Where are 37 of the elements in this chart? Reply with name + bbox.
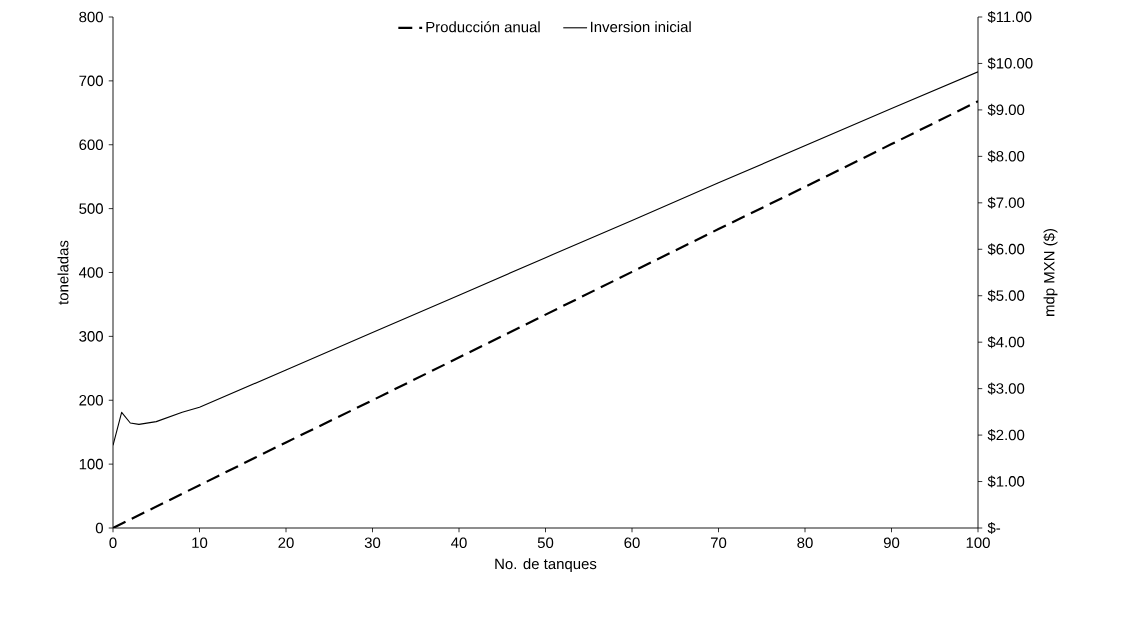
y-tick-label: 700 bbox=[79, 75, 103, 87]
y2-tick-label: $5.00 bbox=[987, 289, 1025, 302]
y-tick-label: 200 bbox=[79, 394, 103, 406]
y2-tick-label: $3.00 bbox=[987, 382, 1025, 395]
x-axis-title: No. de tanques bbox=[495, 558, 597, 573]
x-tick-label: 100 bbox=[966, 537, 990, 549]
y2-tick-label: $4.00 bbox=[987, 336, 1025, 349]
y2-tick-label: $11.00 bbox=[987, 10, 1032, 24]
y-tick-label: 300 bbox=[79, 331, 103, 342]
y2-tick-label: $6.00 bbox=[987, 243, 1025, 256]
y-axis-title: toneladas bbox=[57, 240, 69, 305]
y2-tick-label: $9.00 bbox=[987, 103, 1025, 116]
legend-label: Producción anual bbox=[426, 21, 540, 33]
x-tick-label: 20 bbox=[278, 537, 294, 549]
x-tick-label: 80 bbox=[797, 537, 813, 549]
y-tick-label: 100 bbox=[79, 458, 103, 470]
x-tick-label: 40 bbox=[451, 537, 467, 549]
y-tick-label: 0 bbox=[95, 522, 103, 534]
y-tick-label: 800 bbox=[79, 11, 103, 23]
y2-axis-title: mdp MXN ($) bbox=[1043, 229, 1058, 316]
x-tick-label: 30 bbox=[364, 537, 381, 549]
y2-tick-label: $7.00 bbox=[987, 196, 1025, 209]
y2-tick-label: $1.00 bbox=[987, 475, 1025, 488]
x-tick-label: 10 bbox=[192, 537, 208, 549]
x-tick-label: 50 bbox=[537, 537, 554, 549]
x-tick-label: 70 bbox=[710, 537, 727, 549]
y-tick-label: 400 bbox=[78, 267, 103, 278]
x-tick-label: 60 bbox=[624, 537, 640, 549]
y-tick-label: 600 bbox=[79, 139, 103, 151]
y2-tick-label: $2.00 bbox=[987, 429, 1025, 442]
x-tick-label: 0 bbox=[109, 537, 117, 549]
x-tick-label: 90 bbox=[883, 537, 900, 549]
y2-tick-label: $8.00 bbox=[987, 150, 1025, 163]
y-tick-label: 500 bbox=[79, 203, 103, 214]
y2-tick-label: $- bbox=[987, 521, 1001, 535]
legend-label: Inversion inicial bbox=[590, 21, 691, 33]
y2-tick-label: $10.00 bbox=[987, 57, 1033, 70]
